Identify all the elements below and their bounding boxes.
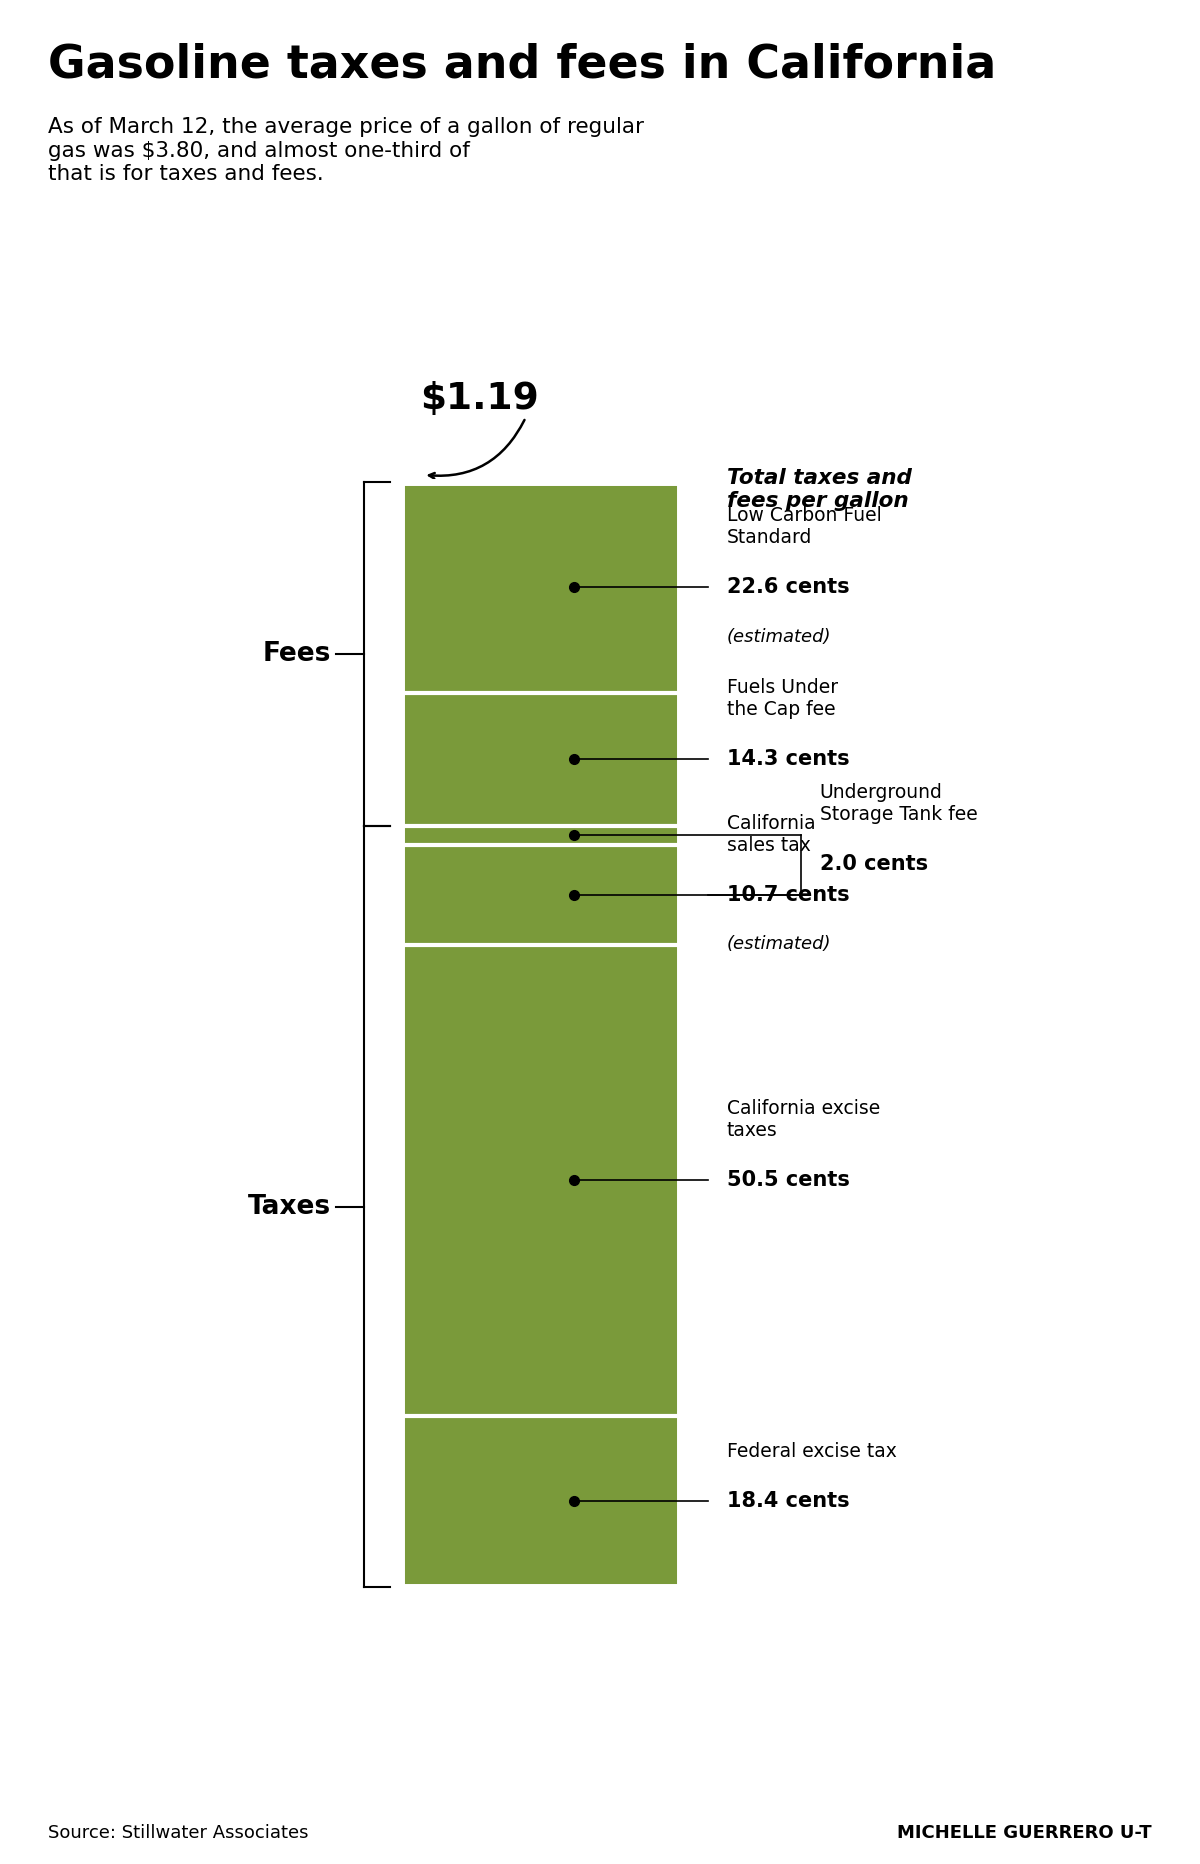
Bar bbox=[401, 844, 680, 945]
Text: California
sales tax: California sales tax bbox=[727, 813, 815, 854]
Text: 50.5 cents: 50.5 cents bbox=[727, 1171, 850, 1189]
Bar bbox=[401, 945, 680, 1415]
Text: Underground
Storage Tank fee: Underground Storage Tank fee bbox=[820, 783, 977, 824]
Text: 2.0 cents: 2.0 cents bbox=[820, 854, 928, 874]
Bar bbox=[401, 483, 680, 1588]
Text: Low Carbon Fuel
Standard: Low Carbon Fuel Standard bbox=[727, 507, 881, 548]
Text: 10.7 cents: 10.7 cents bbox=[727, 885, 850, 904]
Text: Gasoline taxes and fees in California: Gasoline taxes and fees in California bbox=[48, 43, 996, 88]
Text: Federal excise tax: Federal excise tax bbox=[727, 1443, 896, 1461]
Text: (estimated): (estimated) bbox=[727, 628, 832, 645]
Text: Total taxes and
fees per gallon: Total taxes and fees per gallon bbox=[727, 468, 912, 511]
Text: 22.6 cents: 22.6 cents bbox=[727, 578, 850, 598]
Text: As of March 12, the average price of a gallon of regular
gas was $3.80, and almo: As of March 12, the average price of a g… bbox=[48, 117, 644, 185]
Text: $1.19: $1.19 bbox=[420, 382, 539, 418]
Text: (estimated): (estimated) bbox=[727, 936, 832, 953]
Bar bbox=[401, 826, 680, 844]
Text: California excise
taxes: California excise taxes bbox=[727, 1100, 880, 1141]
Text: Fuels Under
the Cap fee: Fuels Under the Cap fee bbox=[727, 678, 838, 720]
Text: 18.4 cents: 18.4 cents bbox=[727, 1491, 850, 1512]
Bar bbox=[401, 1415, 680, 1586]
Bar bbox=[401, 693, 680, 826]
Text: 14.3 cents: 14.3 cents bbox=[727, 749, 850, 770]
Bar bbox=[401, 483, 680, 693]
Text: Taxes: Taxes bbox=[248, 1193, 331, 1219]
Text: Fees: Fees bbox=[263, 641, 331, 667]
Text: MICHELLE GUERRERO U-T: MICHELLE GUERRERO U-T bbox=[898, 1823, 1152, 1842]
Text: Source: Stillwater Associates: Source: Stillwater Associates bbox=[48, 1823, 308, 1842]
